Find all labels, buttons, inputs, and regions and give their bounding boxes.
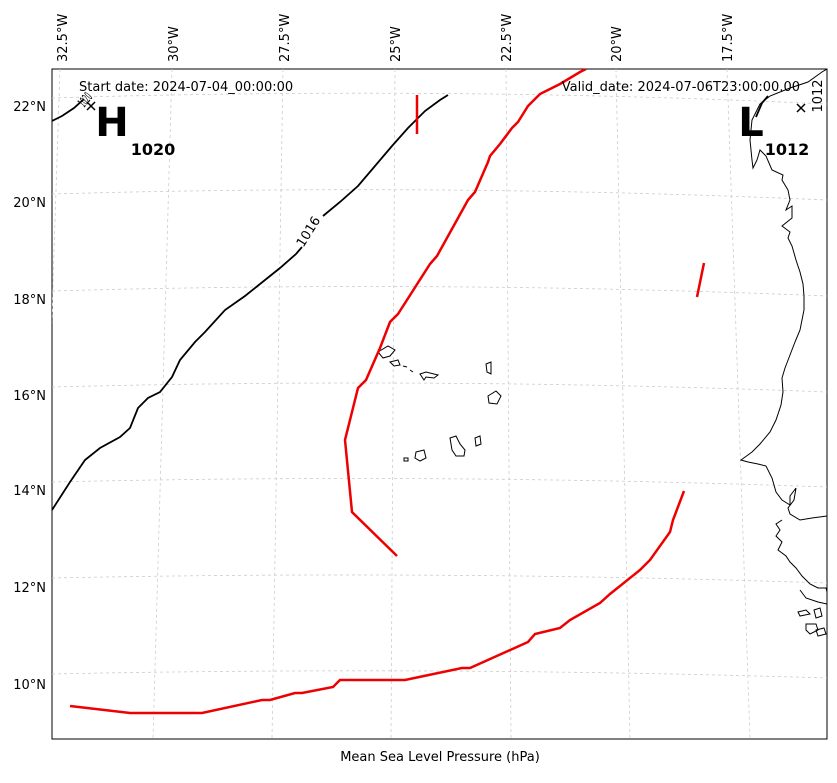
lat-tick-22: 22°N: [13, 100, 46, 115]
lon-grid-20: [615, 69, 631, 739]
isobar-1016: [52, 94, 449, 511]
island-raso: [409, 369, 414, 373]
graticule: [52, 69, 827, 739]
latitude-tick-labels: 22°N 20°N 18°N 16°N 14°N 12°N 10°N: [13, 100, 46, 693]
high-center-marker: [86, 101, 96, 111]
isobar-label-1012: 1012: [811, 79, 826, 112]
cape-verde-islands: [377, 345, 502, 462]
high-pressure-value: 1020: [131, 140, 176, 159]
lat-tick-12: 12°N: [13, 581, 46, 596]
lon-grid-17-5: [726, 69, 751, 739]
lat-tick-16: 16°N: [13, 389, 46, 404]
island-santo-antao: [377, 345, 396, 359]
red-contour-short-east: [695, 262, 706, 298]
map-caption: Mean Sea Level Pressure (hPa): [340, 750, 540, 765]
low-pressure-symbol: L: [738, 100, 764, 146]
lon-grid-27-5: [271, 69, 284, 739]
isobar-1020: [52, 98, 85, 122]
island-sao-vicente: [389, 359, 401, 367]
island-santiago: [449, 435, 466, 457]
lon-tick-32-5: 32.5°W: [56, 14, 71, 62]
island-santa-luzia: [402, 365, 408, 368]
lat-tick-18: 18°N: [13, 293, 46, 308]
lon-tick-27-5: 27.5°W: [278, 14, 293, 62]
lat-grid-10: [52, 670, 827, 679]
low-center-marker: [796, 103, 806, 113]
lat-grid-16: [52, 382, 827, 393]
red-contour-west: [343, 69, 587, 557]
high-pressure-symbol: H: [95, 100, 128, 146]
lon-tick-20: 20°W: [610, 26, 625, 62]
lat-grid-20: [52, 189, 827, 201]
lat-grid-12: [52, 574, 827, 584]
lat-grid-14: [52, 478, 827, 488]
island-boa-vista: [487, 390, 502, 405]
lon-tick-22-5: 22.5°W: [500, 14, 515, 62]
red-contours: [69, 69, 706, 715]
start-date-label: Start date: 2024-07-04_00:00:00: [79, 80, 293, 95]
africa-coastline: [739, 69, 827, 605]
lat-tick-14: 14°N: [13, 484, 46, 499]
lat-tick-20: 20°N: [13, 196, 46, 211]
lon-grid-30: [152, 69, 173, 739]
center-markers: [86, 101, 806, 113]
lat-grid-22: [52, 92, 827, 105]
longitude-tick-labels: 32.5°W 30°W 27.5°W 25°W 22.5°W 20°W 17.5…: [56, 14, 736, 62]
low-pressure-value: 1012: [765, 140, 810, 159]
lon-grid-25: [390, 69, 396, 739]
island-maio: [474, 435, 482, 447]
valid-date-label: Valid_date: 2024-07-06T23:00:00.00: [562, 80, 800, 95]
lat-tick-10: 10°N: [13, 678, 46, 693]
red-contour-south: [69, 490, 686, 715]
lon-tick-17-5: 17.5°W: [721, 14, 736, 62]
island-sao-nicolau: [419, 371, 440, 381]
lon-tick-30: 30°W: [167, 26, 182, 62]
lon-grid-22-5: [505, 69, 512, 739]
island-fogo: [414, 449, 427, 462]
plot-frame: [51, 68, 828, 740]
island-sal: [485, 361, 492, 375]
coastal-islands: [797, 607, 827, 637]
lat-grid-18: [52, 286, 827, 297]
island-brava: [403, 457, 409, 462]
lon-tick-25: 25°W: [389, 26, 404, 62]
